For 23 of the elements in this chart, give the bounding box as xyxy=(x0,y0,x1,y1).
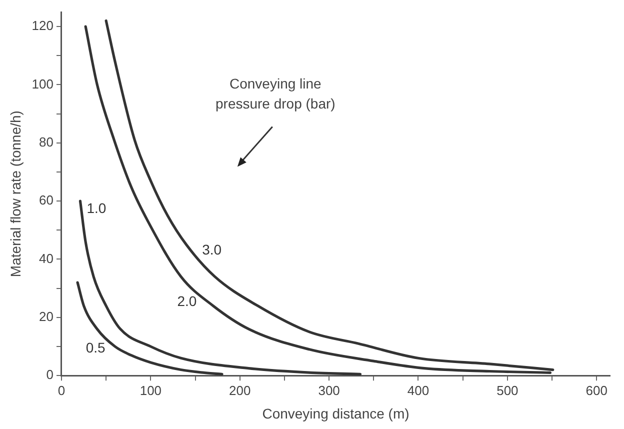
x-tick-label: 0 xyxy=(58,382,66,398)
y-tick-label: 120 xyxy=(32,18,54,34)
series-label: 1.0 xyxy=(86,200,106,216)
annotation: Conveying line pressure drop (bar) xyxy=(215,76,336,112)
line-series xyxy=(78,200,362,376)
line-series xyxy=(76,281,224,376)
series-label: 3.0 xyxy=(202,242,222,258)
y-tick-label: 0 xyxy=(46,367,54,382)
x-tick-label: 200 xyxy=(229,382,251,398)
x-tick-label: 500 xyxy=(496,382,518,398)
y-tick-label: 20 xyxy=(39,309,54,324)
x-tick-label: 300 xyxy=(318,382,340,398)
y-axis-title: Material flow rate (tonne/h) xyxy=(7,110,24,278)
series-label: 0.5 xyxy=(86,339,106,356)
x-tick-label: 600 xyxy=(586,382,608,398)
y-tick-label: 80 xyxy=(39,134,54,150)
y-tick-label: 60 xyxy=(39,192,54,208)
series-label: 2.0 xyxy=(177,293,197,310)
y-tick-label: 40 xyxy=(39,250,54,266)
y-tick-label: 100 xyxy=(32,76,54,92)
x-axis-title: Conveying distance (m) xyxy=(262,405,410,422)
x-tick-label: 400 xyxy=(407,382,430,398)
x-tick-label: 100 xyxy=(140,382,162,398)
